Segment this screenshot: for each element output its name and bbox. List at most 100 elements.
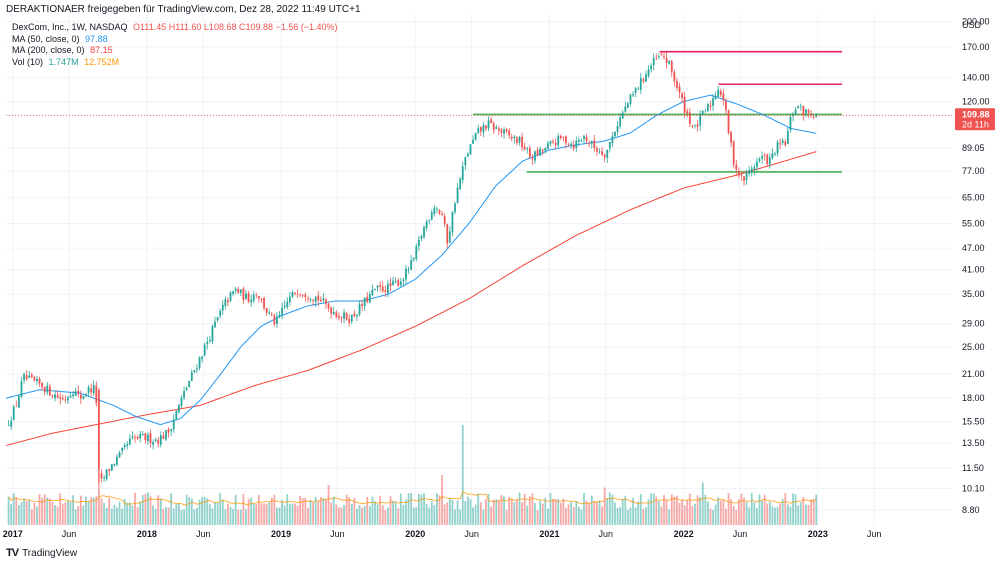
candle-body [683, 96, 686, 113]
volume-bar [381, 505, 384, 525]
volume-bar [61, 503, 64, 525]
volume-bar [276, 507, 278, 525]
candle-body [152, 441, 154, 445]
candle-body [141, 434, 144, 435]
volume-bar [82, 505, 85, 525]
volume-bar [467, 496, 469, 525]
volume-bar [314, 496, 317, 525]
candle-body [134, 437, 136, 438]
volume-bar [750, 492, 753, 525]
volume-bar [668, 509, 671, 525]
candle-body [794, 109, 797, 115]
candle-body [797, 106, 800, 109]
volume-bar [768, 501, 771, 525]
candle-body [356, 315, 358, 317]
volume-bar [730, 499, 733, 525]
volume-bar [183, 509, 185, 525]
volume-bar [557, 498, 560, 525]
legend-ma50-row[interactable]: MA (50, close, 0) 97.88 [12, 34, 338, 46]
candle-body [634, 88, 637, 93]
price-axis[interactable]: USD200.00170.00140.00120.00110.0089.0577… [955, 17, 995, 515]
volume-bar [278, 507, 281, 525]
volume-bar [108, 497, 111, 525]
volume-bar [807, 505, 810, 525]
candle-body [681, 93, 683, 99]
volume-bar [812, 499, 815, 525]
volume-bar [356, 508, 358, 525]
volume-bar [794, 494, 797, 525]
ma200-path [5, 151, 817, 446]
volume-bar [740, 493, 743, 525]
volume-bar [789, 506, 792, 525]
volume-bar [699, 497, 702, 525]
volume-bar [717, 497, 720, 525]
candle-body [28, 375, 31, 378]
candle-body [776, 142, 779, 154]
candle-body [126, 444, 129, 446]
volume-bar [430, 501, 433, 525]
candle-body [472, 139, 474, 144]
candle-body [371, 289, 374, 295]
volume-bar [198, 499, 201, 525]
volume-bar [570, 502, 573, 525]
volume-bar [518, 492, 521, 525]
candle-body [128, 438, 131, 445]
candle-body [232, 291, 234, 294]
tradingview-brand[interactable]: TV TradingView [6, 547, 77, 559]
candle-body [448, 231, 451, 243]
candle-body [503, 129, 505, 134]
time-axis[interactable]: 2017 Jun 2018 Jun 2019 Jun 2020 Jun 2021 Jun 2022 J… [3, 529, 882, 539]
legend-symbol[interactable]: DexCom, Inc., 1W, NASDAQ [12, 22, 128, 32]
volume-bar [567, 504, 570, 525]
candle-body [51, 395, 54, 397]
candle-body [417, 240, 420, 247]
candle-body [206, 341, 209, 344]
volume-bar [601, 506, 603, 525]
volume-bar [593, 500, 596, 525]
legend-ma50-label: MA (50, close, 0) [12, 33, 80, 44]
candle-body [645, 74, 647, 82]
candle-body [48, 386, 51, 396]
volume-bar [188, 497, 191, 525]
candle-body [454, 203, 456, 213]
candle-body [61, 398, 64, 400]
legend-symbol-row[interactable]: DexCom, Inc., 1W, NASDAQ O111.45 H111.60… [12, 22, 338, 34]
volume-bar [97, 465, 100, 525]
volume-bar [792, 493, 794, 525]
candle-body [268, 312, 271, 314]
time-tick-label: Jun [733, 529, 748, 539]
volume-bar [673, 496, 676, 525]
candle-body [425, 221, 428, 229]
candle-body [23, 374, 25, 381]
candle-body [33, 377, 36, 381]
volume-bar [332, 496, 335, 525]
volume-bar [415, 507, 418, 525]
candle-body [190, 372, 193, 381]
candle-body [619, 117, 622, 127]
volume-bar [549, 492, 552, 525]
candle-body [802, 105, 805, 116]
volume-bar [523, 493, 526, 525]
volume-bar [281, 500, 284, 525]
candle-body [516, 137, 518, 143]
candle-body [7, 425, 10, 426]
candle-body [709, 105, 712, 107]
legend-ma200-row[interactable]: MA (200, close, 0) 87.15 [12, 45, 338, 57]
volume-ma-path [8, 491, 817, 506]
legend-vol-row[interactable]: Vol (10) 1.747M 12.752M [12, 57, 338, 69]
volume-bar [232, 508, 234, 525]
tradingview-logo-icon: TV [6, 547, 19, 559]
volume-bar [756, 508, 758, 525]
candle-body [384, 290, 387, 292]
volume-bar [216, 502, 219, 525]
candle-body [322, 298, 325, 301]
volume-bar [208, 504, 211, 525]
candle-body [722, 93, 725, 100]
candle-body [379, 285, 382, 287]
time-tick-label: Jun [330, 529, 345, 539]
candle-body [459, 178, 462, 189]
candle-body [118, 452, 121, 458]
volume-bar [54, 504, 56, 525]
candle-body [590, 141, 593, 144]
